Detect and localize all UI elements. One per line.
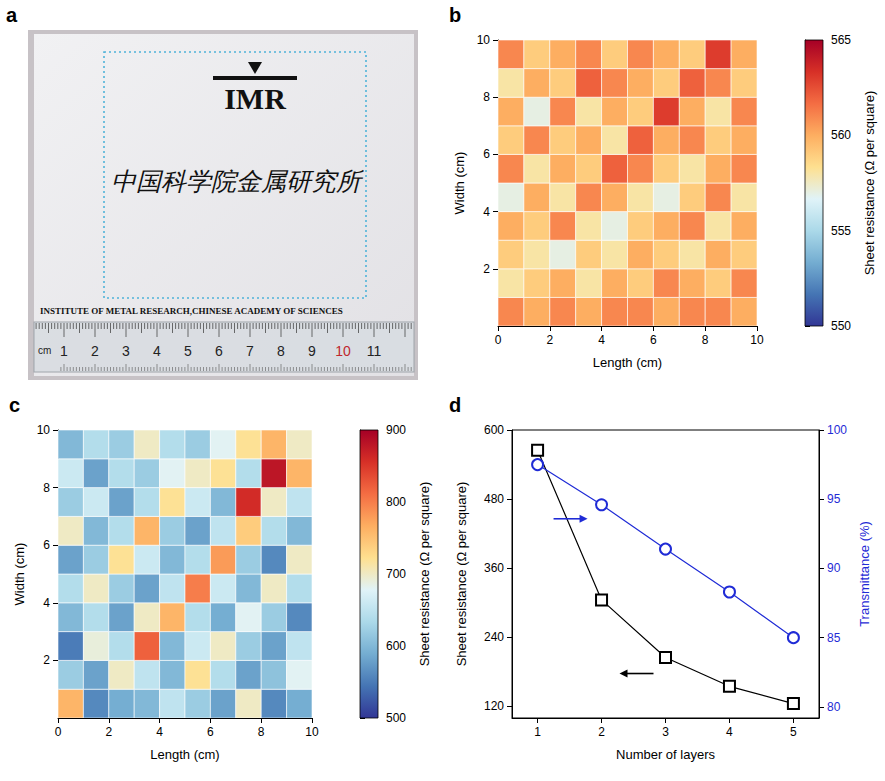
svg-text:2: 2 [546, 333, 553, 347]
svg-text:INSTITUTE OF METAL RESEARCH,CH: INSTITUTE OF METAL RESEARCH,CHINESE ACAD… [40, 306, 343, 316]
svg-text:7: 7 [246, 343, 254, 359]
svg-text:95: 95 [827, 492, 841, 506]
svg-text:4: 4 [598, 333, 605, 347]
svg-text:Length (cm): Length (cm) [150, 747, 219, 762]
svg-text:c: c [9, 394, 20, 416]
svg-text:10: 10 [37, 423, 51, 437]
svg-text:10: 10 [477, 33, 491, 47]
svg-text:0: 0 [495, 333, 502, 347]
svg-text:a: a [6, 4, 18, 26]
svg-text:d: d [449, 394, 461, 416]
svg-text:8: 8 [702, 333, 709, 347]
svg-text:11: 11 [367, 343, 382, 359]
svg-text:4: 4 [483, 205, 490, 219]
svg-text:600: 600 [484, 423, 504, 437]
svg-text:560: 560 [831, 128, 851, 142]
svg-text:700: 700 [386, 567, 406, 581]
svg-text:10: 10 [750, 333, 764, 347]
svg-text:500: 500 [386, 711, 406, 725]
svg-text:8: 8 [483, 90, 490, 104]
svg-text:Number of layers: Number of layers [616, 747, 715, 762]
svg-text:2: 2 [483, 262, 490, 276]
svg-text:80: 80 [827, 700, 841, 714]
svg-text:0: 0 [55, 725, 62, 739]
svg-text:555: 555 [831, 224, 851, 238]
svg-text:565: 565 [831, 33, 851, 47]
svg-text:3: 3 [662, 725, 669, 739]
svg-text:10: 10 [335, 343, 351, 359]
svg-text:6: 6 [207, 725, 214, 739]
svg-text:550: 550 [831, 319, 851, 333]
svg-text:9: 9 [308, 343, 316, 359]
svg-text:85: 85 [827, 631, 841, 645]
svg-text:5: 5 [790, 725, 797, 739]
svg-text:4: 4 [153, 343, 161, 359]
svg-text:1: 1 [60, 343, 68, 359]
svg-text:4: 4 [726, 725, 733, 739]
svg-text:b: b [449, 4, 461, 26]
svg-text:Length (cm): Length (cm) [593, 355, 662, 370]
svg-text:240: 240 [484, 630, 504, 644]
svg-text:2: 2 [105, 725, 112, 739]
svg-text:100: 100 [827, 423, 847, 437]
svg-text:360: 360 [484, 561, 504, 575]
svg-text:800: 800 [386, 495, 406, 509]
svg-text:cm: cm [38, 345, 51, 356]
svg-text:6: 6 [483, 147, 490, 161]
svg-text:6: 6 [43, 538, 50, 552]
svg-text:900: 900 [386, 423, 406, 437]
svg-text:2: 2 [598, 725, 605, 739]
svg-text:Transmittance (%): Transmittance (%) [857, 521, 872, 627]
svg-text:10: 10 [305, 725, 319, 739]
svg-text:Width (cm): Width (cm) [12, 543, 27, 606]
svg-text:120: 120 [484, 699, 504, 713]
svg-text:2: 2 [43, 653, 50, 667]
svg-text:480: 480 [484, 492, 504, 506]
svg-text:Sheet resistance (Ω per square: Sheet resistance (Ω per square) [417, 482, 432, 667]
svg-text:600: 600 [386, 639, 406, 653]
svg-text:8: 8 [277, 343, 285, 359]
svg-text:Width (cm): Width (cm) [452, 152, 467, 215]
svg-text:5: 5 [184, 343, 192, 359]
svg-text:8: 8 [258, 725, 265, 739]
svg-text:Sheet resistance (Ω per square: Sheet resistance (Ω per square) [454, 482, 469, 667]
svg-text:Sheet resistance (Ω per square: Sheet resistance (Ω per square) [862, 91, 877, 276]
svg-text:90: 90 [827, 561, 841, 575]
svg-text:中国科学院金属研究所: 中国科学院金属研究所 [111, 167, 364, 196]
svg-text:IMR: IMR [224, 82, 286, 115]
svg-text:8: 8 [43, 481, 50, 495]
svg-text:3: 3 [122, 343, 130, 359]
svg-text:4: 4 [156, 725, 163, 739]
svg-text:1: 1 [534, 725, 541, 739]
svg-text:4: 4 [43, 596, 50, 610]
svg-text:6: 6 [215, 343, 223, 359]
svg-text:2: 2 [91, 343, 99, 359]
svg-text:6: 6 [650, 333, 657, 347]
